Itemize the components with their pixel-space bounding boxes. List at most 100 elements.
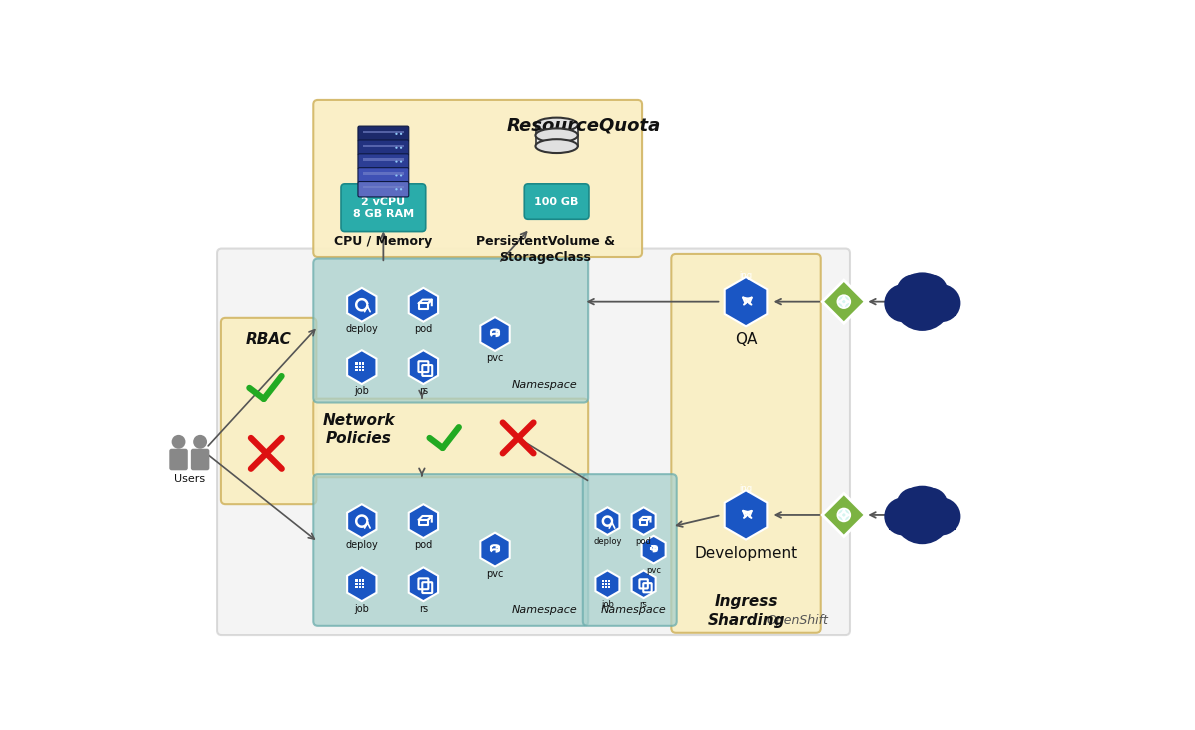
Text: rs: rs: [639, 600, 648, 610]
FancyBboxPatch shape: [358, 154, 409, 169]
Circle shape: [396, 161, 398, 163]
Polygon shape: [642, 536, 666, 564]
Text: deploy: deploy: [593, 537, 621, 546]
Text: OpenShift: OpenShift: [766, 614, 828, 626]
Circle shape: [172, 435, 185, 449]
FancyBboxPatch shape: [341, 184, 425, 231]
Bar: [358, 369, 361, 372]
Text: Ingress
Sharding: Ingress Sharding: [707, 594, 785, 628]
Circle shape: [896, 488, 931, 522]
Text: Namespace: Namespace: [601, 605, 667, 615]
Bar: [362, 131, 404, 133]
Circle shape: [923, 497, 961, 535]
Polygon shape: [347, 504, 376, 538]
Text: pod: pod: [636, 537, 651, 546]
Circle shape: [396, 133, 398, 135]
Circle shape: [838, 295, 851, 308]
Bar: [362, 362, 364, 364]
Text: pvc: pvc: [486, 569, 504, 579]
Text: ResourceQuota: ResourceQuota: [507, 117, 661, 135]
Ellipse shape: [535, 118, 578, 131]
Bar: [605, 583, 607, 585]
Text: Namespace: Namespace: [511, 605, 577, 615]
Bar: [535, 125, 578, 135]
FancyBboxPatch shape: [170, 449, 188, 470]
Bar: [362, 580, 364, 582]
Text: job: job: [355, 604, 369, 613]
Bar: [535, 135, 578, 146]
Bar: [355, 362, 357, 364]
Circle shape: [923, 284, 961, 322]
Polygon shape: [724, 491, 767, 539]
Circle shape: [400, 188, 403, 191]
Bar: [355, 583, 357, 585]
Text: Users: Users: [173, 474, 204, 484]
Text: pvc: pvc: [486, 353, 504, 364]
Text: pvc: pvc: [646, 566, 661, 575]
FancyBboxPatch shape: [358, 168, 409, 183]
Circle shape: [396, 147, 398, 149]
Bar: [358, 586, 361, 588]
Text: RBAC: RBAC: [246, 332, 292, 347]
Circle shape: [400, 133, 403, 135]
Polygon shape: [347, 288, 376, 322]
Ellipse shape: [535, 128, 578, 142]
Bar: [355, 369, 357, 372]
Bar: [362, 366, 364, 368]
FancyBboxPatch shape: [358, 126, 409, 142]
FancyBboxPatch shape: [672, 254, 821, 633]
Polygon shape: [409, 567, 439, 602]
Polygon shape: [480, 533, 510, 566]
Circle shape: [884, 284, 923, 322]
Bar: [362, 172, 404, 174]
Polygon shape: [632, 570, 656, 598]
Bar: [889, 301, 956, 316]
Circle shape: [893, 272, 951, 331]
Circle shape: [396, 188, 398, 191]
Bar: [358, 580, 361, 582]
Circle shape: [400, 161, 403, 163]
FancyBboxPatch shape: [217, 248, 850, 635]
Polygon shape: [822, 493, 865, 537]
Text: ing: ing: [740, 485, 753, 493]
Polygon shape: [480, 317, 510, 351]
Bar: [362, 369, 364, 372]
Polygon shape: [347, 350, 376, 384]
Bar: [607, 583, 609, 585]
Text: deploy: deploy: [345, 324, 378, 334]
FancyBboxPatch shape: [583, 474, 676, 626]
Circle shape: [396, 174, 398, 177]
Text: job: job: [355, 386, 369, 396]
Polygon shape: [724, 277, 767, 326]
Polygon shape: [409, 288, 439, 322]
Circle shape: [914, 488, 948, 522]
FancyBboxPatch shape: [358, 182, 409, 197]
Bar: [362, 145, 404, 147]
Text: PersistentVolume &
StorageClass: PersistentVolume & StorageClass: [476, 236, 614, 264]
Text: Namespace: Namespace: [511, 380, 577, 391]
Circle shape: [896, 274, 931, 308]
Bar: [355, 580, 357, 582]
Bar: [358, 362, 361, 364]
Text: rs: rs: [418, 386, 428, 396]
Text: 2 vCPU
8 GB RAM: 2 vCPU 8 GB RAM: [353, 196, 413, 219]
Ellipse shape: [535, 139, 578, 153]
Text: deploy: deploy: [345, 540, 378, 550]
FancyBboxPatch shape: [313, 258, 588, 402]
Bar: [358, 366, 361, 368]
FancyBboxPatch shape: [313, 474, 588, 626]
Bar: [602, 585, 605, 588]
Circle shape: [884, 497, 923, 535]
Polygon shape: [595, 507, 619, 535]
Bar: [605, 580, 607, 582]
Text: ing: ing: [740, 271, 753, 280]
Bar: [362, 186, 404, 188]
Circle shape: [893, 485, 951, 544]
FancyBboxPatch shape: [221, 318, 317, 504]
Text: pod: pod: [415, 540, 433, 550]
Circle shape: [400, 147, 403, 149]
Bar: [607, 585, 609, 588]
Circle shape: [838, 509, 851, 521]
FancyBboxPatch shape: [313, 100, 642, 257]
Text: 100 GB: 100 GB: [534, 196, 578, 207]
